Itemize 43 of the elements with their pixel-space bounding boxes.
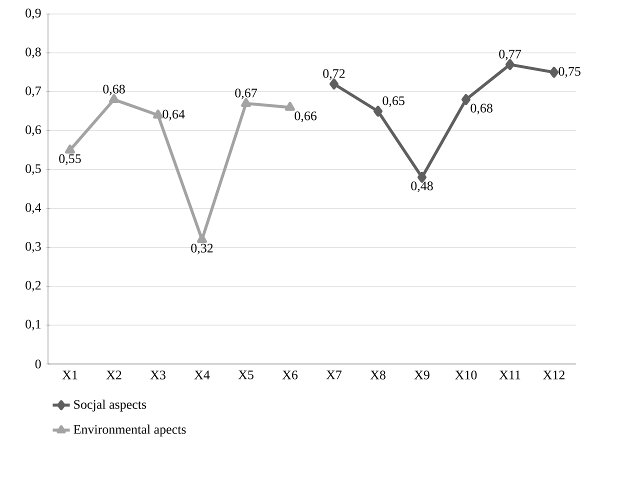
data-label: 0,77	[499, 50, 522, 60]
x-tick-label: X11	[499, 370, 520, 380]
x-tick-label: X3	[150, 370, 166, 380]
x-tick-label: X6	[282, 370, 298, 380]
x-tick-label: X7	[326, 370, 342, 380]
y-tick-label: 0,4	[26, 203, 42, 214]
legend-label: Environmental apects	[74, 424, 186, 436]
data-label: 0,75	[558, 67, 580, 78]
x-tick-label: X1	[62, 370, 78, 380]
data-label: 0,68	[470, 104, 492, 114]
y-tick-label: 0,6	[26, 125, 41, 136]
x-tick-label: X2	[106, 370, 122, 380]
x-tick-label: X8	[370, 370, 386, 380]
x-tick-label: X12	[543, 370, 564, 380]
data-label: 0,66	[294, 112, 317, 122]
point	[65, 144, 75, 154]
x-tick-label: X10	[455, 370, 477, 380]
y-tick-label: 0,3	[26, 242, 41, 253]
data-label: 0,32	[191, 244, 213, 254]
point	[461, 94, 470, 106]
y-tick-label: 0,1	[26, 320, 41, 330]
y-tick-label: 0,8	[26, 48, 41, 58]
y-tick-label: 0,9	[26, 8, 41, 20]
data-label: 0,48	[411, 182, 433, 192]
x-tick-label: X9	[414, 370, 430, 380]
y-tick-label: 0,7	[26, 86, 41, 98]
data-label: 0,64	[162, 110, 185, 120]
data-label: 0,67	[235, 88, 258, 100]
point	[197, 234, 207, 244]
point	[374, 106, 382, 117]
legend-label: Socjal aspects	[74, 400, 146, 412]
y-tick-label: 0,2	[26, 280, 41, 292]
point	[549, 66, 558, 78]
y-tick-label: 0	[35, 360, 41, 368]
data-label: 0,68	[103, 84, 125, 96]
data-label: 0,65	[382, 96, 404, 108]
data-label: 0,55	[59, 154, 81, 165]
y-tick-label: 0,5	[26, 164, 41, 175]
point	[153, 110, 163, 119]
data-label: 0,72	[323, 69, 345, 80]
x-tick-label: X5	[238, 370, 254, 380]
point	[285, 102, 295, 111]
x-tick-label: X4	[194, 370, 210, 380]
